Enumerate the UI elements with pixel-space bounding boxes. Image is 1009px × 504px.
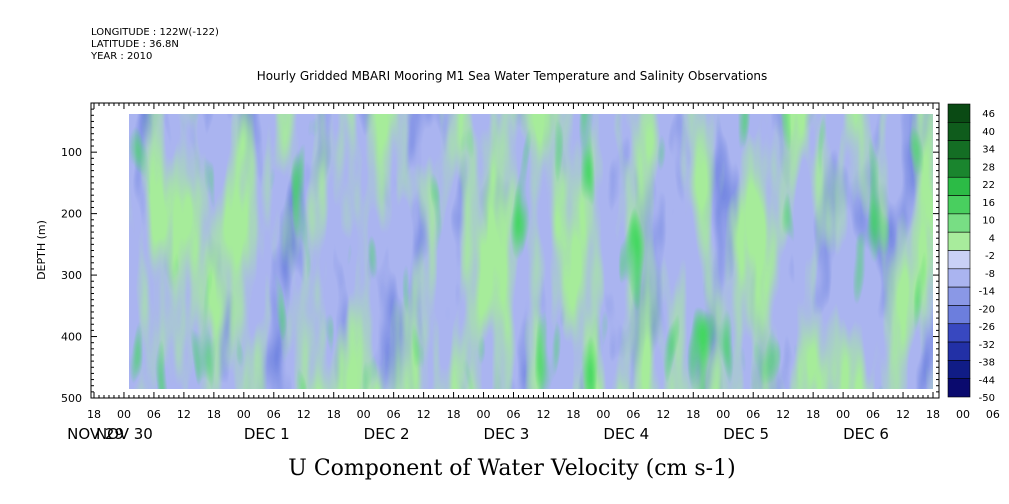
colorbar-swatch [947,231,971,251]
colorbar-swatch [947,213,971,233]
chart-title: Hourly Gridded MBARI Mooring M1 Sea Wate… [257,69,768,83]
colorbar-label: -50 [979,393,995,404]
colorbar-labels: 46 40 34 28 22 16 10 4 -2 -8 -14 -20 -26 -32 -38 -44 -50 [979,109,995,404]
colorbar-swatch [947,360,971,379]
colorbar-swatch [947,323,971,343]
x-tick-label: 06 [626,408,640,421]
y-axis-label: DEPTH (m) [35,220,48,280]
colorbar-label: -38 [979,358,995,369]
y-axis-ticks [91,102,939,399]
x-tick-label: 18 [447,408,461,421]
x-date-label: NOV 30 [96,425,153,443]
colorbar-label: -2 [985,251,995,262]
x-date-label: DEC 4 [603,425,649,443]
colorbar-swatch [947,158,971,178]
colorbar-swatch [947,122,971,141]
colorbar-swatch [947,103,971,123]
colorbar-label: 28 [982,162,995,173]
longitude-label: LONGITUDE : 122W(-122) [91,27,219,38]
colorbar-label: -44 [979,375,995,386]
colorbar-swatch [947,250,971,270]
x-tick-label: 18 [926,408,940,421]
colorbar [947,103,971,398]
x-tick-label: 06 [746,408,760,421]
heatmap-strong-positive-layer [129,114,933,389]
colorbar-label: -14 [979,287,995,298]
colorbar-label: 16 [982,198,995,209]
x-tick-label: 12 [417,408,431,421]
colorbar-label: 4 [989,233,995,244]
colorbar-swatch [947,140,971,160]
x-tick-label: 00 [836,408,850,421]
x-tick-label: 06 [147,408,161,421]
colorbar-label: 40 [982,127,995,138]
x-date-label: DEC 2 [364,425,410,443]
colorbar-label: -20 [979,304,995,315]
x-tick-label: 06 [866,408,880,421]
x-tick-label: 00 [117,408,131,421]
heatmap-field [129,114,933,389]
y-tick-label: 400 [61,331,82,344]
x-tick-label: 00 [477,408,491,421]
x-tick-label: 12 [896,408,910,421]
x-tick-label: 00 [357,408,371,421]
x-tick-label: 12 [536,408,550,421]
x-tick-label: 12 [177,408,191,421]
colorbar-label: 22 [982,180,995,191]
y-tick-label: 500 [61,392,82,405]
x-axis-label: U Component of Water Velocity (cm s-1) [288,456,735,481]
x-tick-label: 18 [686,408,700,421]
x-tick-label: 12 [656,408,670,421]
year-label: YEAR : 2010 [90,51,152,62]
x-date-label: DEC 3 [484,425,530,443]
colorbar-label: 34 [982,145,995,156]
colorbar-swatch [947,378,971,398]
x-date-label: DEC 1 [244,425,290,443]
x-date-label: DEC 6 [843,425,889,443]
x-tick-label: 12 [297,408,311,421]
x-date-label: NOV 29 [67,425,124,443]
y-axis-tick-labels: 100 200 300 400 500 [61,146,82,405]
x-tick-label: 00 [716,408,730,421]
colorbar-swatch [947,268,971,288]
colorbar-swatch [947,195,971,215]
colorbar-label: -26 [979,322,995,333]
x-tick-label: 18 [566,408,580,421]
colorbar-swatch [947,286,971,306]
y-tick-label: 100 [61,146,82,159]
x-axis-ticks [93,103,934,398]
x-tick-label: 18 [207,408,221,421]
x-tick-label: 00 [596,408,610,421]
x-tick-label: 00 [237,408,251,421]
x-tick-label: 18 [327,408,341,421]
x-tick-label: 06 [986,408,1000,421]
colorbar-swatch [947,305,971,325]
colorbar-swatch [947,176,971,196]
colorbar-swatch [947,341,971,361]
x-axis-tick-labels: 18 00 06 12 18 00 06 12 18 00 06 12 18 00 06 12 18 00 06 12… [87,408,1000,421]
x-tick-label: 06 [387,408,401,421]
x-tick-label: 00 [956,408,970,421]
y-tick-label: 200 [61,208,82,221]
x-tick-label: 18 [87,408,101,421]
y-tick-label: 300 [61,269,82,282]
x-tick-label: 06 [507,408,521,421]
colorbar-label: -8 [985,269,995,280]
colorbar-label: -32 [979,340,995,351]
colorbar-label: 10 [982,216,995,227]
x-tick-label: 12 [776,408,790,421]
colorbar-label: 46 [982,109,995,120]
x-date-label: DEC 5 [723,425,769,443]
latitude-label: LATITUDE : 36.8N [91,39,179,50]
x-tick-label: 06 [267,408,281,421]
x-tick-label: 18 [806,408,820,421]
